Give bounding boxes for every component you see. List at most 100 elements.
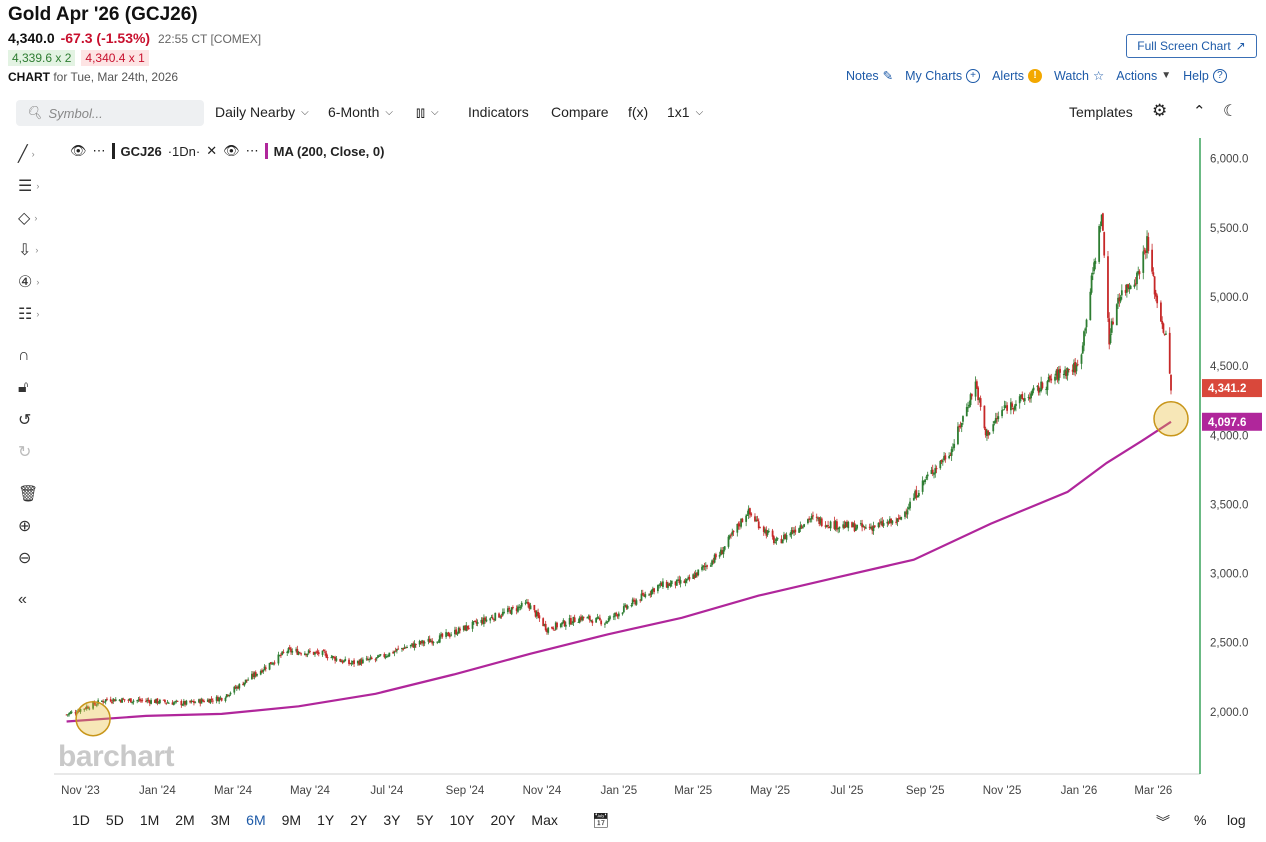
close-icon[interactable]: ✕ (206, 143, 218, 158)
percent-toggle[interactable]: % (1194, 812, 1207, 828)
chart-type-dropdown[interactable]: ⫾⫾ ⌵ (416, 104, 439, 121)
chevron-down-icon: ⌵ (430, 107, 439, 118)
range-6m[interactable]: 6M (246, 812, 266, 828)
fib-tool[interactable]: ☰ › (18, 174, 48, 198)
candle-body (582, 616, 585, 619)
candle-body (741, 518, 744, 523)
full-screen-chart-button[interactable]: Full Screen Chart ↗ (1126, 34, 1257, 58)
symbol-search[interactable]: 🔍︎ Symbol... (16, 100, 204, 126)
more-icon[interactable]: ⋯ (245, 143, 259, 158)
templates-button[interactable]: Templates (1069, 104, 1133, 120)
candle-body (499, 616, 502, 618)
candle-body (102, 701, 105, 703)
candle-body (578, 617, 581, 623)
dark-mode-icon[interactable]: ☾ (1223, 103, 1238, 120)
candle-body (926, 474, 929, 477)
candle-body (732, 530, 735, 533)
more-icon[interactable]: ⋯ (92, 143, 106, 158)
range-9m[interactable]: 9M (281, 812, 302, 828)
trendline-tool[interactable]: ╱ › (18, 142, 48, 166)
range-2m[interactable]: 2M (175, 812, 195, 828)
candle-body (402, 648, 405, 650)
arrow-tool[interactable]: ⇩ › (18, 238, 48, 262)
eye-icon[interactable]: 👁︎ (70, 143, 87, 158)
actions-menu[interactable]: Actions ▼ (1116, 69, 1171, 83)
range-1m[interactable]: 1M (139, 812, 160, 828)
magnet-tool[interactable]: ∩ (18, 344, 48, 368)
range-1d[interactable]: 1D (72, 812, 90, 828)
range-5d[interactable]: 5D (105, 812, 124, 828)
collapse-rail-button[interactable]: « (18, 588, 48, 612)
undo-tool[interactable]: ↺ (18, 408, 48, 432)
eye-icon[interactable]: 👁︎ (223, 143, 240, 158)
candle-body (1028, 397, 1031, 400)
range-max[interactable]: Max (531, 812, 558, 828)
range-3y[interactable]: 3Y (383, 812, 401, 828)
collapse-up-icon[interactable]: ⌃ (1193, 103, 1206, 120)
candle-body (975, 381, 978, 389)
my-charts-link[interactable]: My Charts + (905, 68, 981, 83)
range-5y[interactable]: 5Y (416, 812, 434, 828)
shape-tool[interactable]: ◇ › (18, 206, 48, 230)
candle-body (776, 538, 779, 540)
candle-body (1170, 374, 1172, 391)
candle-body (962, 416, 964, 422)
indicators-button[interactable]: Indicators (468, 104, 529, 120)
candle-body (625, 605, 628, 608)
candle-body (118, 699, 121, 701)
candle-body (836, 521, 838, 530)
candle-body (818, 517, 821, 525)
candle-body (306, 653, 309, 656)
trash-icon: 🗑︎ (18, 486, 39, 503)
range-20y[interactable]: 20Y (490, 812, 516, 828)
range-1y[interactable]: 1Y (317, 812, 335, 828)
layout-dropdown[interactable]: 1x1 ⌵ (667, 104, 703, 120)
candle-body (712, 561, 715, 563)
candle-body (789, 533, 792, 536)
candle-body (1076, 364, 1079, 366)
candle-body (404, 647, 407, 649)
zoom-in-tool[interactable]: ⊕ (18, 514, 48, 538)
candle-body (984, 428, 987, 436)
delete-tool[interactable]: 🗑︎ (18, 482, 48, 506)
candle-body (762, 526, 765, 532)
ma-color-swatch (264, 143, 268, 159)
number-tool[interactable]: ④ › (18, 270, 48, 294)
watch-link[interactable]: Watch ☆ (1054, 68, 1104, 84)
candle-body (931, 469, 934, 474)
candle-body (571, 623, 574, 625)
notes-link[interactable]: Notes ✎ (846, 68, 893, 84)
candle-body (935, 468, 938, 470)
candle-body (164, 700, 166, 703)
candle-body (455, 629, 458, 635)
alerts-link[interactable]: Alerts! (992, 68, 1043, 83)
y-tick-label: 4,000.0 (1210, 430, 1248, 442)
lock-tool[interactable]: 🔓︎ (18, 376, 48, 400)
log-toggle[interactable]: log (1227, 812, 1246, 828)
interval-dropdown[interactable]: Daily Nearby ⌵ (215, 104, 309, 120)
candle-body (785, 534, 788, 540)
candle-body (622, 606, 625, 613)
compare-button[interactable]: Compare (551, 104, 609, 120)
calendar-icon[interactable]: 📅︎ (592, 812, 610, 828)
function-button[interactable]: f(x) (628, 104, 649, 120)
zoom-out-tool[interactable]: ⊖ (18, 546, 48, 570)
range-2y[interactable]: 2Y (350, 812, 368, 828)
chevron-right-icon: › (36, 309, 40, 319)
help-link[interactable]: Help? (1183, 68, 1227, 83)
candle-body (491, 617, 494, 619)
double-chevron-down-icon[interactable]: ︾ (1156, 814, 1170, 830)
range-10y[interactable]: 10Y (449, 812, 475, 828)
candle-body (572, 616, 575, 624)
price-chart[interactable]: 6,000.0 5,500.0 5,000.0 4,500.0 4,000.0 3,500… (54, 138, 1266, 802)
redo-tool[interactable]: ↻ (18, 440, 48, 464)
gear-icon[interactable]: ⚙ (1152, 101, 1168, 120)
period-dropdown[interactable]: 6-Month ⌵ (328, 104, 393, 120)
candle-body (312, 651, 315, 655)
candle-body (1041, 382, 1044, 389)
candle-body (674, 581, 677, 586)
range-3m[interactable]: 3M (210, 812, 231, 828)
candle-body (1011, 403, 1014, 407)
measure-tool[interactable]: ☷ › (18, 302, 48, 326)
candle-body (83, 708, 86, 710)
